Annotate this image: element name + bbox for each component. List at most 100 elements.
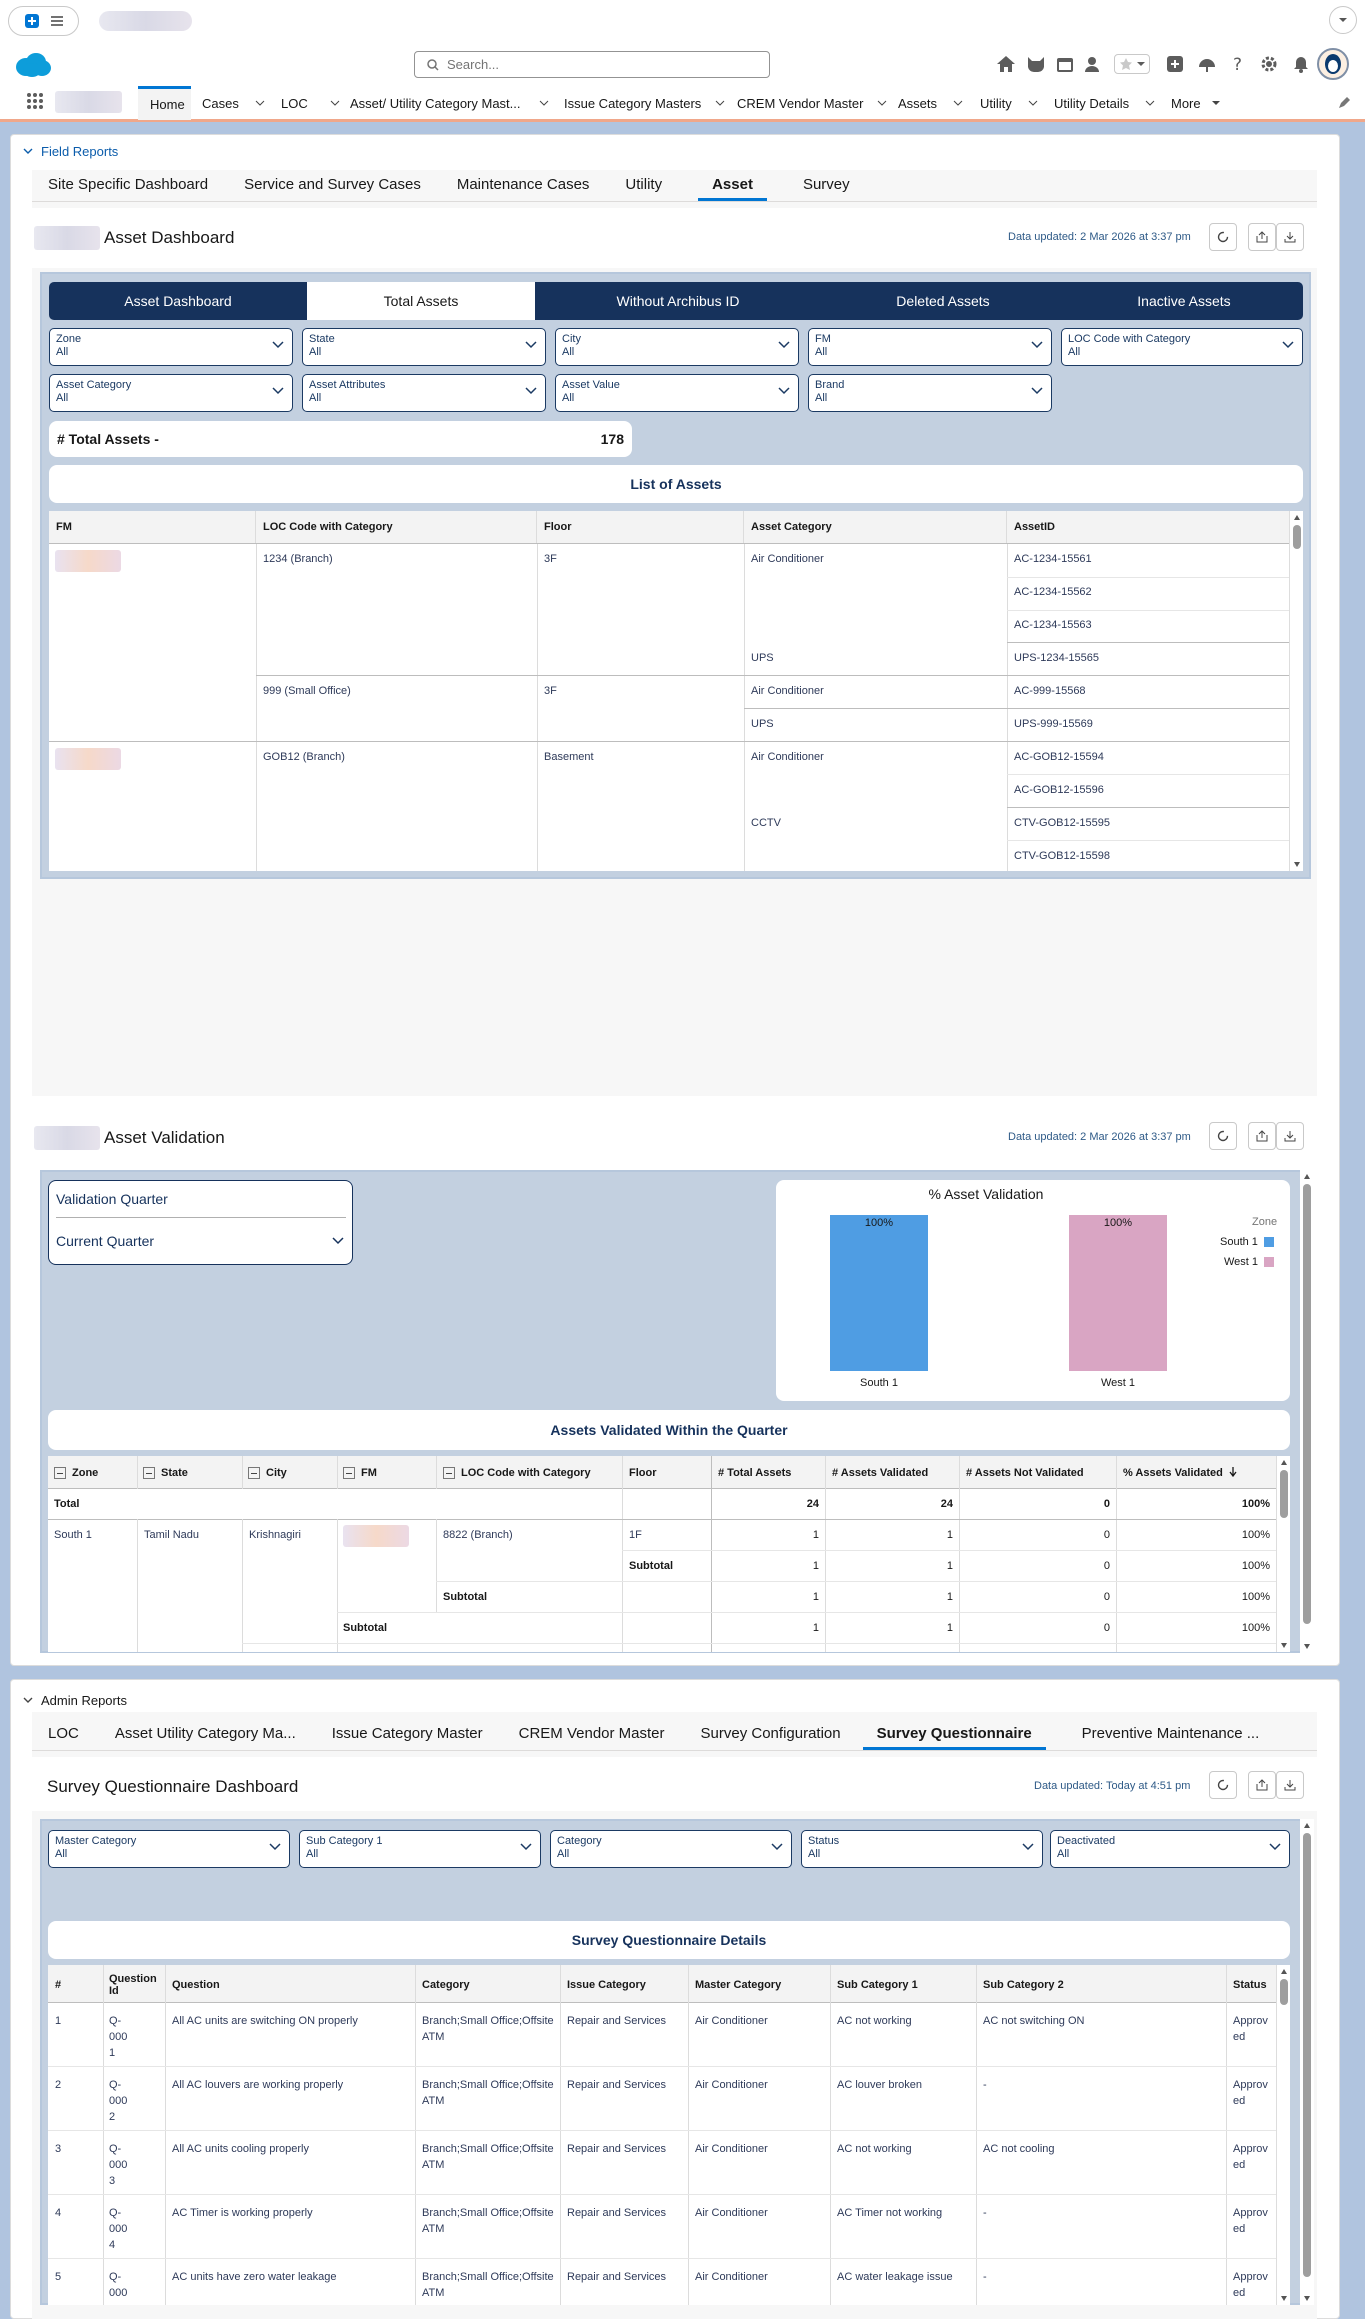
nav-crem-vendor-master[interactable]: CREM Vendor Master [737,86,887,120]
download-button[interactable] [1276,223,1304,251]
validation-scrollbar[interactable] [1300,1170,1314,1653]
chevron-down-icon[interactable] [1211,100,1221,106]
tab-site-specific-dashboard[interactable]: Site Specific Dashboard [48,176,209,193]
tab-maintenance-cases[interactable]: Maintenance Cases [456,176,590,193]
legend-item-south-1[interactable]: South 1 [1220,1236,1274,1248]
loc-cell[interactable]: 8822 (Branch) [443,1529,513,1541]
question-id-cell[interactable]: Q-000 [109,2271,128,2299]
refresh-button[interactable] [1209,1122,1237,1150]
refresh-button[interactable] [1209,223,1237,251]
chevron-down-icon[interactable] [877,100,887,106]
col-issue-category[interactable]: Issue Category [567,1979,646,1991]
col-question[interactable]: Question [172,1979,220,1991]
nav-issue-category-masters[interactable]: Issue Category Masters [564,86,725,120]
asset-id-cell[interactable]: AC-999-15568 [1014,685,1086,697]
seg-deleted-assets[interactable]: Deleted Assets [821,282,1065,320]
nav-more[interactable]: More [1171,86,1221,120]
col-total-assets[interactable]: # Total Assets [718,1467,792,1479]
table-row[interactable]: 5 Q-000 AC units have zero water leakage Br… [48,2259,1276,2305]
col-floor[interactable]: Floor [629,1467,657,1479]
collapse-icon[interactable] [343,1467,355,1479]
filter-category[interactable]: Category All [550,1830,792,1868]
nav-loc[interactable]: LOC [281,86,340,120]
chevron-down-icon[interactable] [1145,100,1155,106]
filter-master-category[interactable]: Master Category All [48,1830,290,1868]
filter-asset-value[interactable]: Asset Value All [555,374,799,412]
col-zone[interactable]: Zone [54,1467,98,1479]
table-row[interactable]: 3 Q-000 3 All AC units cooling properly Bra… [48,2131,1276,2195]
question-id-cell[interactable]: Q-000 1 [109,2015,128,2059]
col-sub-category-2[interactable]: Sub Category 2 [983,1979,1064,1991]
filter-loc-code-with-category[interactable]: LOC Code with Category All [1061,328,1303,366]
filter-asset-category[interactable]: Asset Category All [49,374,293,412]
salesforce-logo[interactable] [14,52,52,78]
field-reports-toggle[interactable]: Field Reports [23,144,118,159]
nav-utility[interactable]: Utility [980,86,1038,120]
tab-service-and-survey-cases[interactable]: Service and Survey Cases [244,176,421,193]
chevron-down-icon[interactable] [330,100,340,106]
filter-brand[interactable]: Brand All [808,374,1052,412]
filter-sub-category-1[interactable]: Sub Category 1 All [299,1830,541,1868]
sort-desc-icon[interactable] [1229,1467,1237,1479]
share-button[interactable] [1248,223,1276,251]
col-master-category[interactable]: Master Category [695,1979,782,1991]
global-search-input[interactable]: Search... [414,51,770,78]
legend-item-west-1[interactable]: West 1 [1224,1256,1275,1268]
table-row[interactable]: 2 Q-000 2 All AC louvers are working prope… [48,2067,1276,2131]
filter-zone[interactable]: Zone All [49,328,293,366]
collapse-icon[interactable] [248,1467,260,1479]
filter-deactivated[interactable]: Deactivated All [1050,1830,1290,1868]
tab-survey[interactable]: Survey [802,176,850,193]
seg-asset-dashboard[interactable]: Asset Dashboard [49,282,307,320]
edit-pencil-icon[interactable] [1338,97,1350,109]
chevron-down-icon[interactable] [539,100,549,106]
global-actions-add-icon[interactable] [1166,55,1184,73]
download-button[interactable] [1276,1122,1304,1150]
tab-crem-vendor-master[interactable]: CREM Vendor Master [518,1725,665,1742]
col-fm[interactable]: FM [343,1467,377,1479]
asset-id-cell[interactable]: UPS-999-15569 [1014,718,1093,730]
question-id-cell[interactable]: Q-000 3 [109,2143,128,2187]
nav-cases[interactable]: Cases [202,86,265,120]
asset-id-cell[interactable]: AC-1234-15562 [1014,586,1092,598]
asset-id-cell[interactable]: CTV-GOB12-15595 [1014,817,1110,829]
col-floor[interactable]: Floor [537,511,744,543]
col-category[interactable]: Category [422,1979,470,1991]
menu-icon[interactable] [50,15,64,27]
tab-loc[interactable]: LOC [48,1725,79,1742]
col-number[interactable]: # [55,1979,62,1991]
col-question-id[interactable]: Question Id [109,1973,157,1997]
tab-preventive-maintenance[interactable]: Preventive Maintenance ... [1081,1725,1260,1742]
nav-home[interactable]: Home [138,86,191,120]
loc-cell[interactable]: 1234 (Branch) [263,553,333,565]
asset-id-cell[interactable]: AC-GOB12-15596 [1014,784,1104,796]
collapse-icon[interactable] [54,1467,66,1479]
col-status[interactable]: Status [1233,1979,1267,1991]
seg-inactive-assets[interactable]: Inactive Assets [1065,282,1303,320]
nav-utility-details[interactable]: Utility Details [1054,86,1155,120]
collapse-icon[interactable] [143,1467,155,1479]
favorites-star-icon[interactable] [1114,54,1150,74]
asset-id-cell[interactable]: AC-1234-15563 [1014,619,1092,631]
share-button[interactable] [1248,1771,1276,1799]
refresh-button[interactable] [1209,1771,1237,1799]
nav-assets[interactable]: Assets [898,86,963,120]
admin-reports-toggle[interactable]: Admin Reports [23,1693,127,1708]
loc-cell[interactable]: 999 (Small Office) [263,685,351,697]
col-assets-validated[interactable]: # Assets Validated [832,1467,929,1479]
collapse-icon[interactable] [443,1467,455,1479]
nav-asset-utility-category[interactable]: Asset/ Utility Category Mast... [350,86,549,120]
seg-total-assets[interactable]: Total Assets [307,282,535,320]
cat-icon[interactable] [1026,55,1046,73]
survey-scrollbar[interactable] [1300,1819,1314,2305]
calendar-icon[interactable] [1056,55,1074,73]
tab-survey-configuration[interactable]: Survey Configuration [700,1725,841,1742]
help-icon[interactable]: ? [1230,55,1246,73]
download-button[interactable] [1276,1771,1304,1799]
app-launcher-icon[interactable] [26,92,44,110]
gear-icon[interactable] [1260,55,1278,73]
col-state[interactable]: State [143,1467,188,1479]
chevron-down-icon[interactable] [953,100,963,106]
validation-table-scrollbar[interactable] [1276,1456,1290,1652]
chevron-down-icon[interactable] [1329,6,1357,34]
